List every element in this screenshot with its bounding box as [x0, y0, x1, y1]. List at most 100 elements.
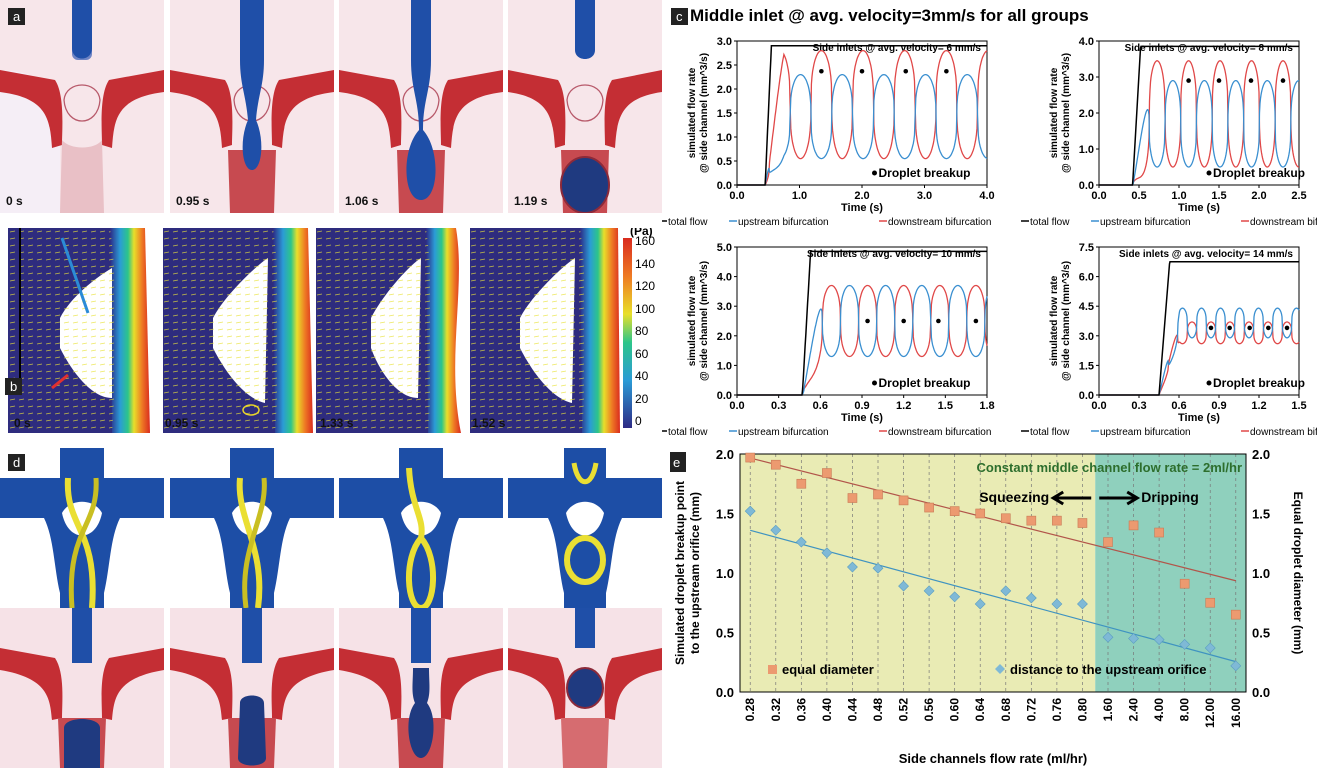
panel-label-d: d	[8, 454, 26, 471]
x-tick-label: 0.44	[845, 698, 859, 722]
panel-label-e-text: e	[673, 455, 680, 470]
point-equal-diameter	[770, 459, 781, 470]
point-distance	[1102, 631, 1114, 643]
point-equal-diameter	[1103, 537, 1113, 547]
y-tick-label: 4.0	[1079, 36, 1094, 48]
y-tick-label: 0.0	[1079, 390, 1094, 402]
x-tick-label: 1.5	[1211, 190, 1226, 202]
breakup-point	[1186, 78, 1191, 83]
point-distance	[1230, 660, 1242, 672]
y-tick-label-left: 1.0	[716, 566, 734, 581]
panel-c-heading: Middle inlet @ avg. velocity=3mm/s for a…	[690, 6, 1089, 25]
colorbar-ticks: 160 140 120 100 80 60 40 20 0	[635, 234, 662, 432]
x-axis-label: Time (s)	[1178, 412, 1220, 424]
arrow-left	[1050, 490, 1092, 506]
x-tick-label: 2.40	[1127, 698, 1141, 722]
point-equal-diameter	[745, 452, 756, 463]
y-axis-label: @ side channel (mm^3/s)	[699, 261, 710, 381]
panel-b: 0 s 0.95 s 1.33 s 1.52 s b (Pa) 160 140 12…	[0, 228, 662, 433]
y-tick-label: 3.0	[717, 301, 732, 313]
annotation-label: Droplet breakup	[879, 376, 971, 390]
y-tick-label-left: 0.0	[716, 685, 734, 700]
region-label-dripping: Dripping	[1141, 489, 1199, 505]
y-tick-label: 1.0	[1079, 144, 1094, 156]
y-tick-label: 3.0	[1079, 72, 1094, 84]
point-distance	[744, 505, 756, 517]
y-tick-label: 0.5	[717, 156, 732, 168]
legend-upstream-label: upstream bifurcation	[738, 217, 829, 228]
point-equal-diameter	[1205, 597, 1216, 608]
series-line-total	[1099, 261, 1299, 396]
annotation-label: Droplet breakup	[1213, 166, 1305, 180]
point-distance	[872, 562, 884, 574]
colorbar-tick-label: 0	[635, 414, 642, 428]
y-tick-label: 0.0	[717, 180, 732, 192]
y-axis-label-right: Equal droplet diameter (mm)	[1291, 492, 1305, 655]
breakup-point	[944, 68, 949, 74]
x-tick-label: 1.2	[1251, 400, 1266, 412]
x-tick-label: 2.0	[1251, 190, 1266, 202]
point-distance	[1000, 585, 1012, 597]
point-equal-diameter	[1154, 527, 1164, 538]
legend-downstream-label: downstream bifurcation	[888, 217, 991, 228]
time-label: 1.06 s	[345, 194, 379, 208]
colorbar-tick-label: 100	[635, 301, 656, 316]
breakup-point	[973, 318, 979, 324]
legend-upstream-label: upstream bifurcation	[1100, 427, 1191, 438]
y-tick-label: 0.0	[1079, 180, 1094, 192]
panel-a: 0 s 0.95 s 1.06 s	[0, 0, 662, 213]
panel-a-frame-4: 1.19 s	[508, 0, 662, 213]
legend-total-label: total flow	[668, 217, 708, 228]
y-axis-label: simulated flow rate	[1049, 67, 1060, 158]
time-label: 0.95 s	[176, 194, 210, 208]
x-axis-label: Time (s)	[841, 202, 883, 214]
annotation-marker	[872, 380, 877, 386]
x-tick-label: 4.00	[1152, 698, 1166, 722]
y-tick-label: 3.0	[717, 36, 732, 48]
y-axis-label-left: Simulated droplet breakup point	[673, 481, 687, 665]
colorbar	[623, 238, 632, 428]
colorbar-unit: (Pa)	[630, 228, 653, 238]
x-tick-label: 2.0	[854, 190, 869, 202]
y-tick-label-right: 1.0	[1252, 566, 1270, 581]
time-label: 1.19 s	[514, 194, 548, 208]
point-distance	[898, 580, 909, 592]
y-axis-label: simulated flow rate	[687, 275, 698, 366]
x-axis-label: Side channels flow rate (ml/hr)	[899, 751, 1088, 766]
time-label: 0 s	[14, 416, 31, 430]
y-tick-label: 1.0	[717, 360, 732, 372]
x-tick-label: 1.5	[938, 400, 953, 412]
legend-label-distance: distance to the upstream orifice	[1010, 662, 1207, 677]
point-equal-diameter	[1077, 518, 1088, 528]
droplet-image	[0, 0, 164, 213]
x-tick-label: 0.28	[743, 698, 757, 722]
legend-total-label: total flow	[1030, 217, 1070, 228]
microscopy-frame	[508, 608, 662, 768]
droplet-microscopy	[0, 608, 662, 768]
point-equal-diameter	[847, 493, 858, 503]
x-tick-label: 0.0	[1091, 400, 1106, 412]
point-distance	[974, 598, 986, 610]
droplet-image	[170, 0, 334, 213]
point-distance	[847, 561, 858, 573]
breakup-point	[936, 318, 941, 324]
plot-frame	[739, 453, 1247, 693]
x-tick-label: 0.60	[948, 698, 962, 722]
point-distance	[949, 591, 961, 603]
x-tick-label: 0.32	[769, 698, 783, 722]
panel-a-frame-1: 0 s	[0, 0, 164, 213]
point-distance	[1051, 598, 1063, 610]
y-axis-label: simulated flow rate	[687, 67, 698, 158]
droplet-image	[339, 0, 503, 213]
simulation-field	[8, 228, 632, 433]
colorbar-tick-label: 120	[635, 279, 656, 293]
point-equal-diameter	[975, 508, 986, 519]
legend-downstream-label: downstream bifurcation	[1250, 427, 1317, 438]
series-line-total	[1099, 45, 1299, 186]
point-distance	[1077, 598, 1088, 610]
legend-total-label: total flow	[668, 427, 708, 438]
point-distance	[795, 536, 807, 548]
breakup-point	[1266, 325, 1271, 331]
point-distance	[1179, 638, 1191, 650]
x-tick-label: 8.00	[1178, 698, 1192, 722]
